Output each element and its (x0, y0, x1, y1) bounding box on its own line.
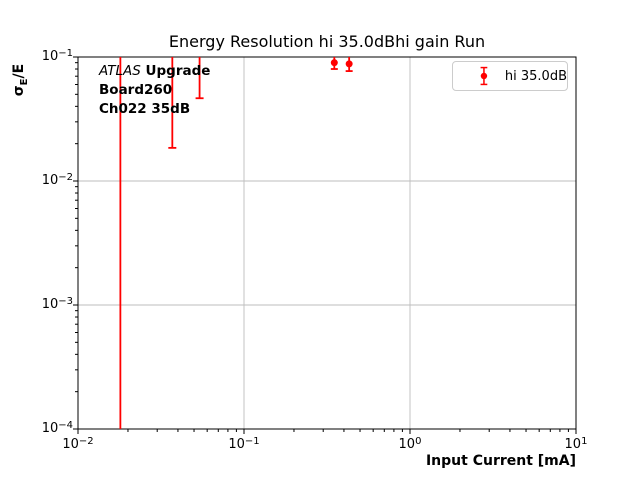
annotation-line1: ATLAS Upgrade (99, 62, 210, 81)
annotation-atlas: ATLAS Upgrade Board260 Ch022 35dB (99, 62, 210, 119)
x-tick-label: 101 (564, 436, 588, 452)
y-tick-label: 10−4 (41, 420, 73, 436)
y-label-subscript: E (18, 78, 30, 86)
y-label-rest: /E (11, 63, 27, 79)
y-tick-label: 10−2 (41, 172, 73, 188)
annotation-line3: Ch022 35dB (99, 101, 191, 117)
axes-spines (77, 56, 577, 430)
legend-label: hi 35.0dB (504, 68, 567, 84)
x-axis-label: Input Current [mA] (425, 453, 576, 469)
data-point (330, 59, 338, 67)
x-tick-label: 10−2 (62, 436, 94, 452)
chart-title: Energy Resolution hi 35.0dBhi gain Run (168, 32, 486, 51)
y-axis-label: σE/E (9, 30, 30, 130)
annotation-line2: Board260 (99, 82, 173, 98)
y-tick-label: 10−3 (41, 296, 73, 312)
y-label-sigma: σ (11, 85, 27, 97)
errorbar-marker-icon (480, 66, 488, 86)
legend: hi 35.0dB (452, 61, 568, 91)
annotation-atlas-word: ATLAS (99, 63, 141, 79)
y-tick-label: 10−1 (41, 48, 73, 64)
x-tick-label: 100 (398, 436, 422, 452)
data-point (345, 60, 353, 68)
annotation-upgrade-word: Upgrade (145, 63, 211, 79)
x-tick-label: 10−1 (228, 436, 260, 452)
